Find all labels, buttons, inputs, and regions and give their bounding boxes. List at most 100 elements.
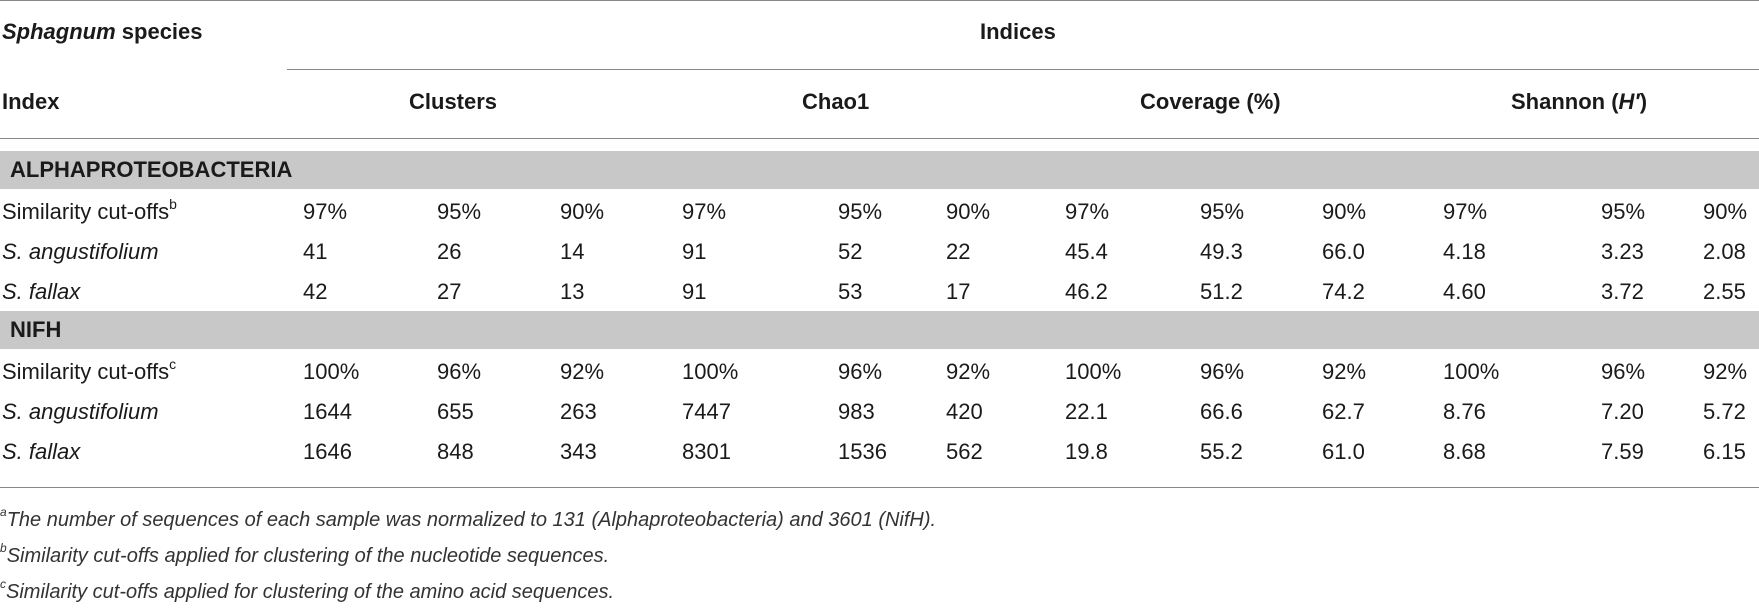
table-cell: 100% — [1065, 359, 1122, 384]
table-cell: 96% — [1601, 359, 1646, 384]
table-cell: 90% — [946, 199, 991, 224]
table-cell: 91 — [682, 239, 707, 264]
table-cell: 655 — [437, 399, 474, 424]
species-name: S. angustifolium — [2, 399, 159, 424]
footnote-b: bSimilarity cut-offs applied for cluster… — [0, 542, 610, 568]
shannon-symbol: H′ — [1618, 89, 1640, 114]
footnote-mark: a — [0, 505, 7, 520]
table-cell: 100% — [682, 359, 739, 384]
table-cell: 100% — [303, 359, 360, 384]
table-cell: 41 — [303, 239, 328, 264]
table-cell: 97% — [682, 199, 727, 224]
table-cell: 97% — [303, 199, 348, 224]
indices-group-header: Indices — [980, 19, 1056, 44]
table-cell: 100% — [1443, 359, 1500, 384]
table-cell: 2.08 — [1703, 239, 1746, 264]
indices-group-rule — [287, 69, 1759, 70]
corner-species-header: Sphagnum species — [2, 19, 203, 45]
cutoff-row-alphaproteobacteria: Similarity cut-offsb 97% 95% 90% 97% 95%… — [0, 191, 1759, 231]
table-cell: 19.8 — [1065, 439, 1108, 464]
table-cell: 3.72 — [1601, 279, 1644, 304]
footnote-c: cSimilarity cut-offs applied for cluster… — [0, 578, 615, 604]
table-cell: 17 — [946, 279, 971, 304]
table-top-rule — [0, 0, 1759, 1]
table-cell: 8.68 — [1443, 439, 1486, 464]
table-cell: 343 — [560, 439, 597, 464]
table-cell: 49.3 — [1200, 239, 1243, 264]
table-cell: 53 — [838, 279, 863, 304]
table-cell: 42 — [303, 279, 328, 304]
table-cell: 90% — [560, 199, 605, 224]
table-cell: 26 — [437, 239, 462, 264]
table-cell: 90% — [1322, 199, 1367, 224]
section-band-alphaproteobacteria: ALPHAPROTEOBACTERIA — [0, 151, 1759, 189]
coverage-header: Coverage (%) — [1140, 89, 1281, 114]
table-cell: 7.20 — [1601, 399, 1644, 424]
table-cell: 97% — [1065, 199, 1110, 224]
table-cell: 13 — [560, 279, 585, 304]
table-cell: 97% — [1443, 199, 1488, 224]
table-cell: 420 — [946, 399, 983, 424]
table-cell: 66.6 — [1200, 399, 1243, 424]
species-name: S. fallax — [2, 279, 81, 304]
table-cell: 1536 — [838, 439, 887, 464]
table-cell: 46.2 — [1065, 279, 1108, 304]
clusters-header: Clusters — [409, 89, 498, 114]
table-cell: 1646 — [303, 439, 352, 464]
cutoff-label: Similarity cut-offsb — [2, 195, 177, 225]
footnote-mark: c — [0, 577, 6, 592]
table-cell: 4.18 — [1443, 239, 1486, 264]
table-cell: 91 — [682, 279, 707, 304]
cutoff-row-nifh: Similarity cut-offsc 100% 96% 92% 100% 9… — [0, 351, 1759, 391]
table-cell: 66.0 — [1322, 239, 1365, 264]
cutoff-label: Similarity cut-offsc — [2, 355, 177, 385]
table-cell: 45.4 — [1065, 239, 1108, 264]
table-cell: 14 — [560, 239, 585, 264]
section-title: ALPHAPROTEOBACTERIA — [10, 157, 293, 182]
table-cell: 52 — [838, 239, 863, 264]
table-cell: 3.23 — [1601, 239, 1644, 264]
footnote-text: The number of sequences of each sample w… — [6, 509, 937, 531]
shannon-header: Shannon (H′) — [1511, 89, 1647, 115]
table-cell: 848 — [437, 439, 474, 464]
chao1-header: Chao1 — [802, 89, 870, 114]
footnote-mark: b — [169, 195, 177, 212]
table-bottom-rule — [0, 487, 1759, 488]
table-cell: 263 — [560, 399, 597, 424]
section-band-nifh: NIFH — [0, 311, 1759, 349]
table-cell: 95% — [437, 199, 482, 224]
table-row: S. angustifolium 1644 655 263 7447 983 4… — [0, 391, 1759, 431]
table-cell: 1644 — [303, 399, 352, 424]
table-cell: 96% — [437, 359, 482, 384]
cutoff-label-text: Similarity cut-offs — [2, 359, 170, 384]
table-cell: 27 — [437, 279, 462, 304]
species-name: S. fallax — [2, 439, 81, 464]
table-cell: 90% — [1703, 199, 1748, 224]
footnote-text: Similarity cut-offs applied for clusteri… — [6, 581, 615, 603]
table-cell: 55.2 — [1200, 439, 1243, 464]
table-cell: 96% — [838, 359, 883, 384]
table-cell: 95% — [1200, 199, 1245, 224]
table-row: S. fallax 42 27 13 91 53 17 46.2 51.2 74… — [0, 271, 1759, 311]
table-cell: 22 — [946, 239, 971, 264]
table-cell: 8301 — [682, 439, 731, 464]
section-title: NIFH — [10, 317, 62, 342]
table-cell: 96% — [1200, 359, 1245, 384]
table-cell: 92% — [946, 359, 991, 384]
table-cell: 61.0 — [1322, 439, 1365, 464]
table-cell: 5.72 — [1703, 399, 1746, 424]
table-cell: 62.7 — [1322, 399, 1365, 424]
shannon-suffix: ) — [1639, 89, 1648, 114]
table-cell: 2.55 — [1703, 279, 1746, 304]
table-cell: 7447 — [682, 399, 731, 424]
table-cell: 92% — [560, 359, 605, 384]
footnote-mark: b — [0, 541, 7, 556]
footnote-a: aThe number of sequences of each sample … — [0, 506, 937, 532]
header-bottom-rule — [0, 138, 1759, 139]
cutoff-label-text: Similarity cut-offs — [2, 199, 170, 224]
table-cell: 95% — [1601, 199, 1646, 224]
footnote-mark: c — [169, 355, 177, 372]
table-cell: 6.15 — [1703, 439, 1746, 464]
table-cell: 7.59 — [1601, 439, 1644, 464]
footnote-text: Similarity cut-offs applied for clusteri… — [6, 545, 610, 567]
